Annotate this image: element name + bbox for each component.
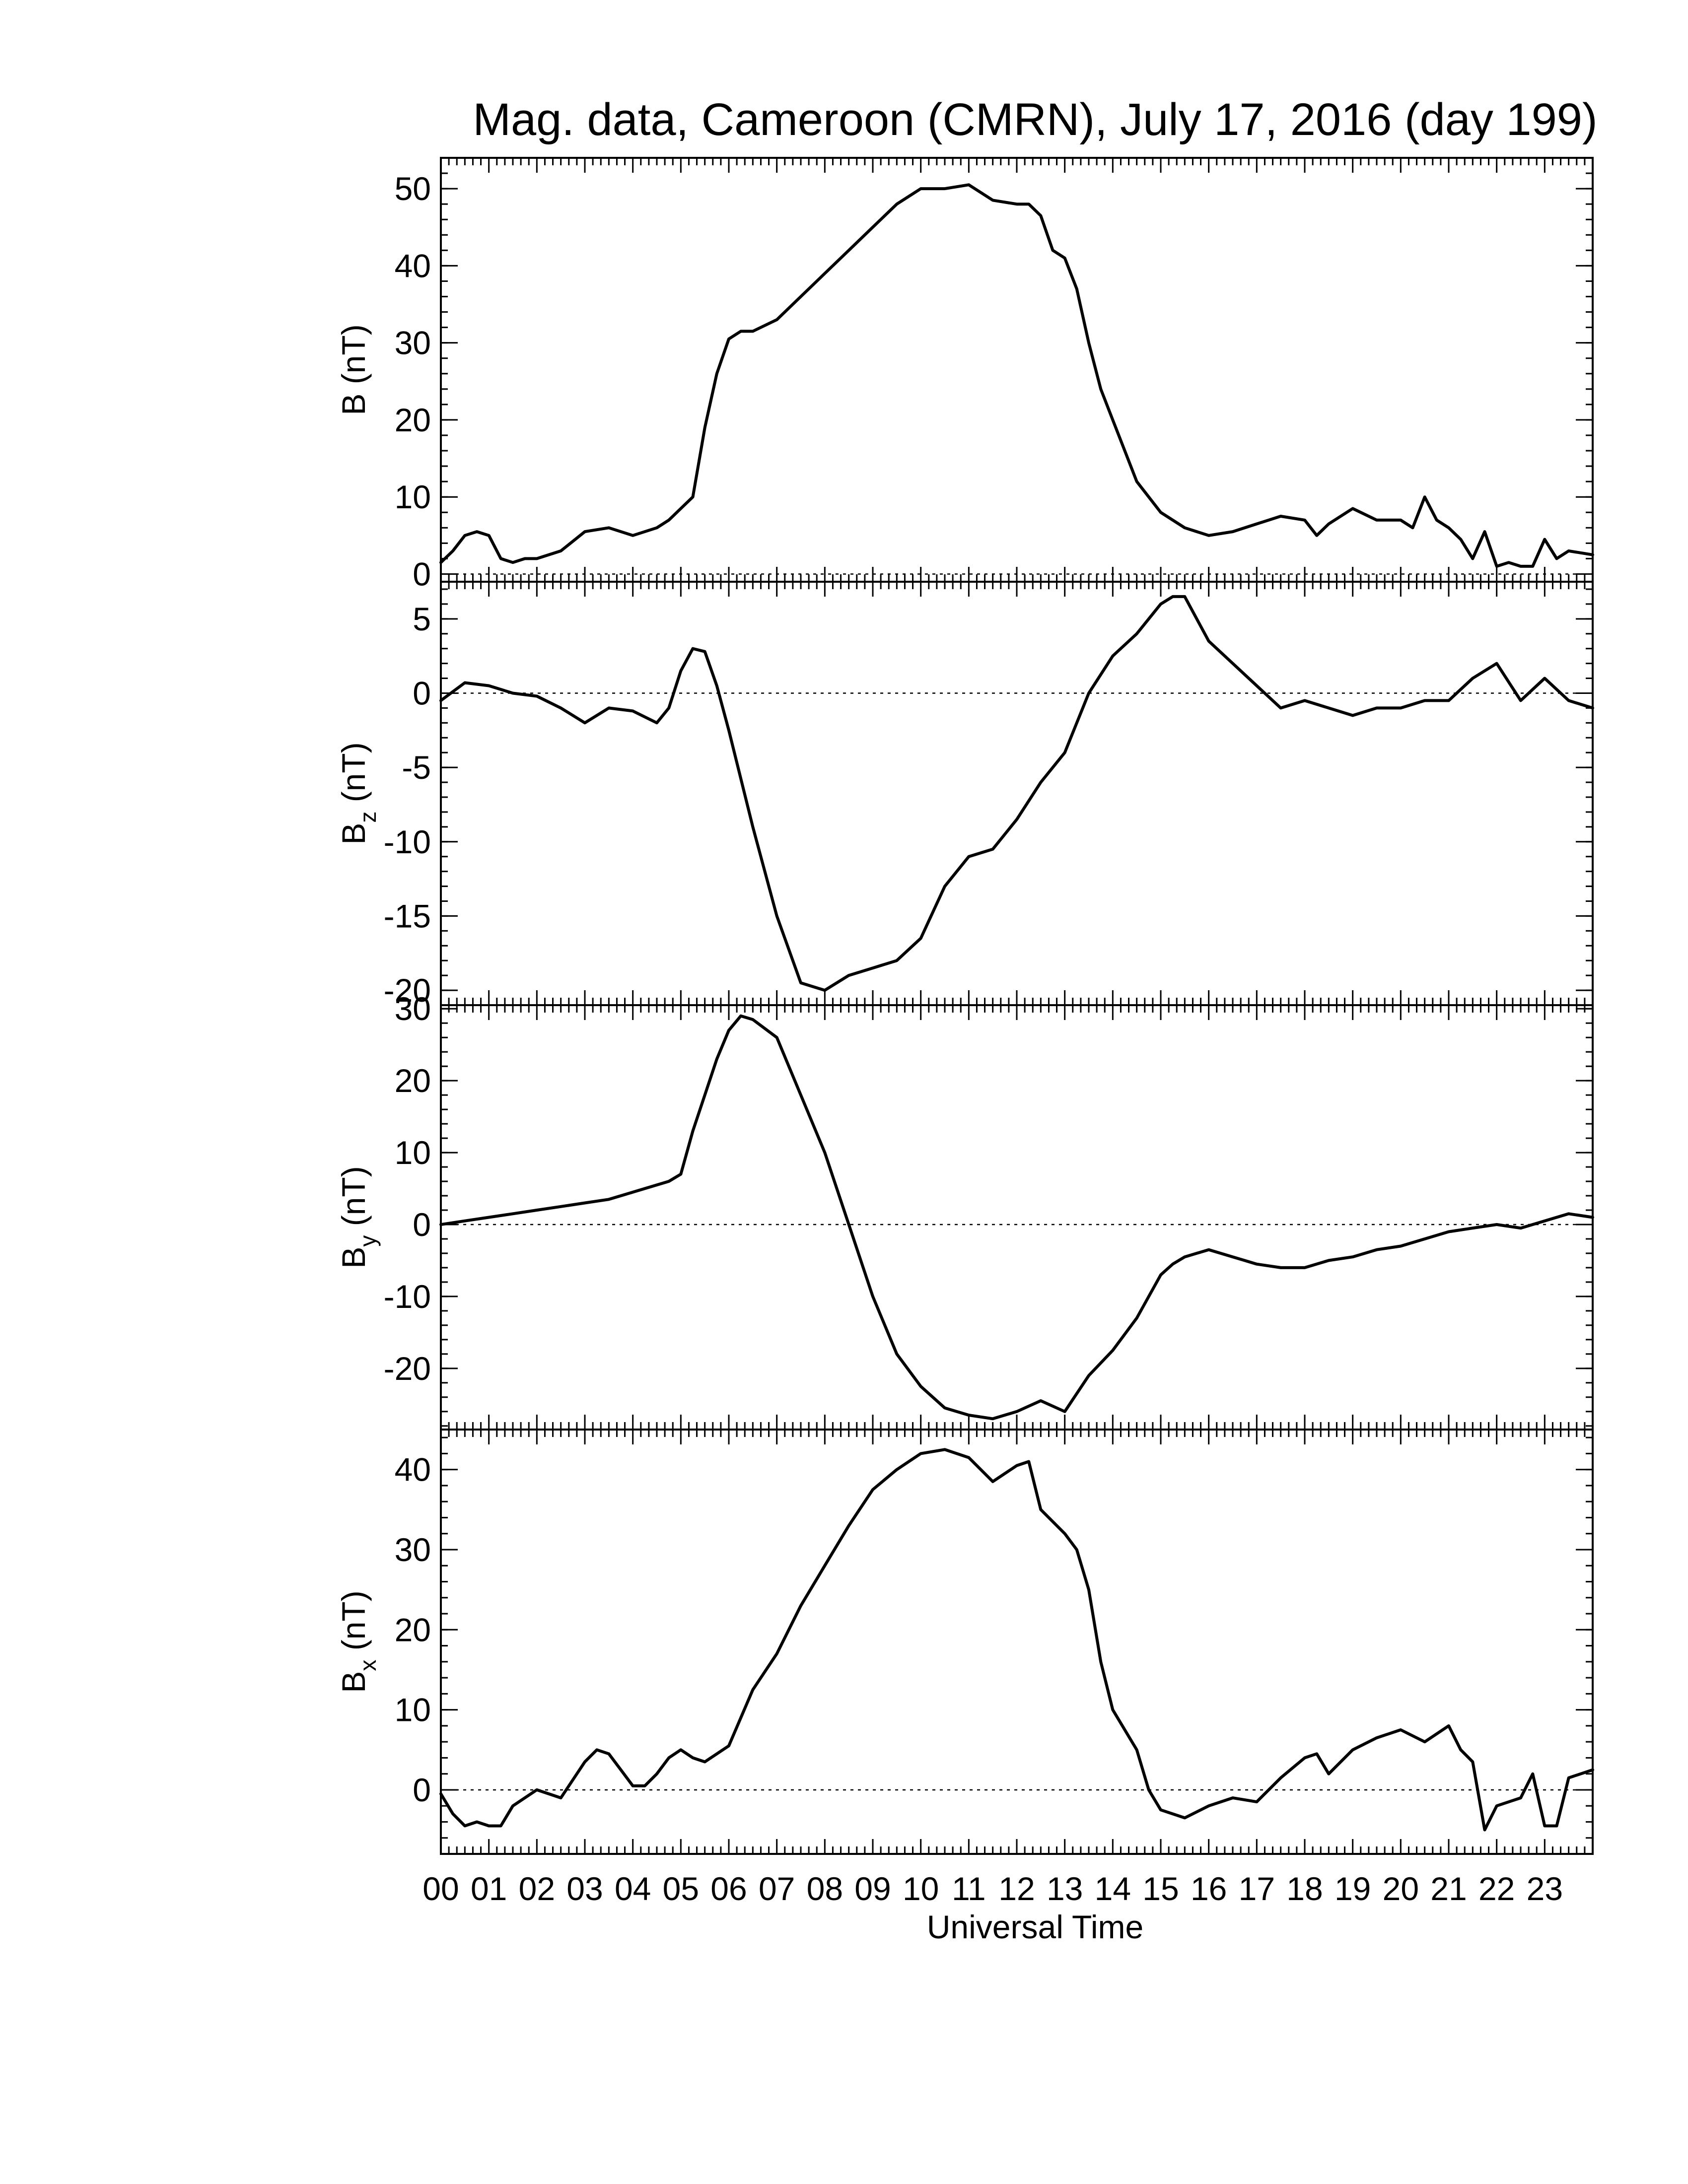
x-tick-label: 14 [1095, 1870, 1131, 1907]
chart-title: Mag. data, Cameroon (CMRN), July 17, 201… [473, 94, 1597, 145]
x-tick-label: 09 [854, 1870, 891, 1907]
x-tick-label: 22 [1478, 1870, 1515, 1907]
x-tick-label: 11 [952, 1870, 986, 1907]
x-axis-label: Universal Time [927, 1909, 1143, 1945]
y-tick-label: 0 [413, 555, 431, 592]
plot-frame [440, 1004, 1594, 1431]
x-tick-label: 13 [1047, 1870, 1083, 1907]
y-axis-label-unit: (nT) [335, 1590, 372, 1659]
y-tick-label: 20 [395, 402, 431, 438]
x-tick-label: 18 [1286, 1870, 1323, 1907]
x-tick-label: 02 [519, 1870, 555, 1907]
panel-total-field-b: 0 10 20 30 40 50 B (nT) [335, 157, 1594, 592]
y-tick-label: 10 [395, 1692, 431, 1728]
y-tick-label: 0 [413, 675, 431, 711]
y-tick-label: 10 [395, 1134, 431, 1171]
y-tick-label: -20 [384, 972, 431, 1009]
y-axis-label-unit: (nT) [335, 324, 372, 393]
y-axis-label-subscript: z [355, 812, 381, 823]
series-line-bx [439, 1448, 1594, 1832]
x-tick-label: 06 [710, 1870, 747, 1907]
y-tick-label: -5 [402, 749, 431, 786]
y-axis-label: Bz (nT) [335, 742, 381, 844]
y-tick-label: 0 [413, 1772, 431, 1808]
y-axis-label-symbol: B [335, 394, 372, 415]
x-tick-label: 01 [471, 1870, 507, 1907]
y-tick-label: 30 [395, 990, 431, 1027]
x-tick-label: 12 [998, 1870, 1035, 1907]
y-axis-label-unit: (nT) [335, 742, 372, 811]
panel-bz-component: 5 0 -5 -10 -15 -20 Bz (nT) [335, 581, 1594, 1009]
y-tick-label: 30 [395, 325, 431, 361]
y-axis-label: Bx (nT) [335, 1590, 381, 1693]
series-line-b [439, 183, 1594, 568]
y-axis-label: B (nT) [335, 324, 372, 415]
x-tick-label: 04 [615, 1870, 651, 1907]
y-tick-label: 50 [395, 170, 431, 207]
y-tick-label: -20 [384, 1350, 431, 1387]
x-tick-label: 23 [1527, 1870, 1563, 1907]
y-tick-label: -10 [384, 823, 431, 860]
y-axis-label-symbol: B [335, 1671, 372, 1693]
y-tick-label: 30 [395, 1531, 431, 1568]
panel-bx-component: 40 30 20 10 0 Bx (nT) [335, 1429, 1594, 1855]
x-tick-label: 10 [903, 1870, 939, 1907]
panel-by-component: 30 20 10 0 -10 -20 By (nT) [335, 990, 1594, 1431]
y-tick-label: 0 [413, 1206, 431, 1243]
y-axis-label-symbol: B [335, 823, 372, 845]
x-tick-label: 08 [807, 1870, 843, 1907]
y-tick-label: 20 [395, 1062, 431, 1099]
x-tick-label: 20 [1383, 1870, 1419, 1907]
x-tick-label: 16 [1191, 1870, 1227, 1907]
x-tick-label: 05 [663, 1870, 699, 1907]
y-axis-label-unit: (nT) [335, 1166, 372, 1235]
y-tick-label: 5 [413, 601, 431, 637]
series-line-bz [439, 595, 1594, 992]
y-tick-label: 10 [395, 478, 431, 515]
y-axis-label-symbol: B [335, 1247, 372, 1269]
y-tick-label: 40 [395, 1451, 431, 1488]
x-tick-label: 15 [1142, 1870, 1179, 1907]
x-tick-labels: 00 01 02 03 04 05 06 07 08 09 10 11 12 13 14 15 16 17 18 19… [422, 1870, 1563, 1907]
y-axis-label-subscript: y [355, 1235, 381, 1247]
x-tick-label: 19 [1335, 1870, 1371, 1907]
plot-frame [440, 157, 1594, 583]
x-tick-label: 21 [1430, 1870, 1467, 1907]
plot-frame [440, 581, 1594, 1006]
y-tick-label: -10 [384, 1278, 431, 1315]
y-tick-label: 20 [395, 1611, 431, 1648]
y-axis-label: By (nT) [335, 1166, 381, 1268]
x-tick-label: 17 [1239, 1870, 1275, 1907]
x-tick-label: 03 [566, 1870, 603, 1907]
x-tick-label: 07 [759, 1870, 795, 1907]
series-line-by [439, 1014, 1594, 1421]
y-tick-label: 40 [395, 247, 431, 284]
y-axis-label-subscript: x [355, 1660, 381, 1671]
x-tick-label: 00 [422, 1870, 459, 1907]
y-tick-label: -15 [384, 897, 431, 934]
